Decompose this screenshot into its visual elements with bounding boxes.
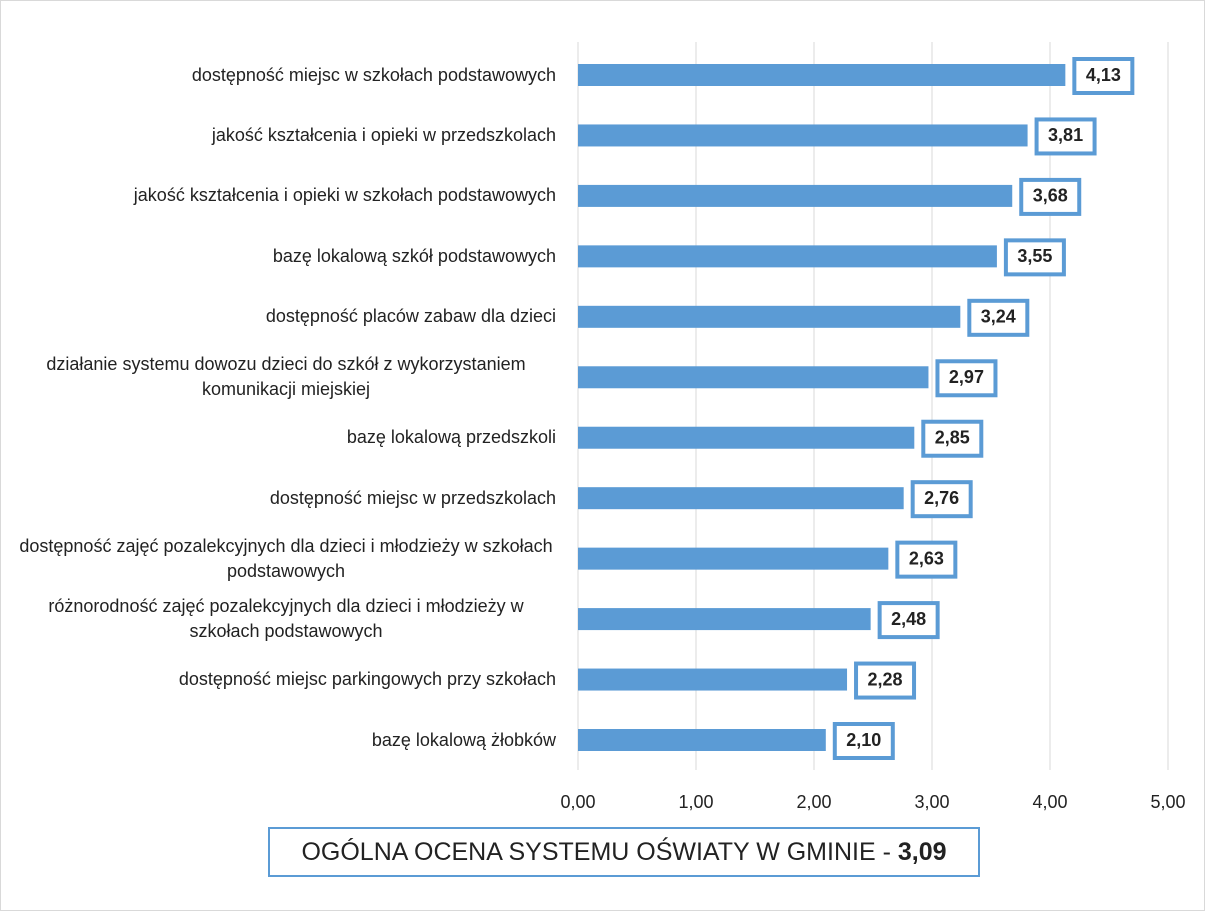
category-label: bazę lokalową przedszkoli	[16, 425, 556, 450]
value-label: 2,48	[891, 609, 926, 629]
bar	[578, 608, 871, 631]
x-tick-label: 5,00	[1150, 792, 1185, 812]
overall-rating: OGÓLNA OCENA SYSTEMU OŚWIATY W GMINIE - …	[268, 827, 980, 877]
bar	[578, 668, 848, 691]
value-label-box	[910, 480, 973, 519]
x-tick-label: 0,00	[560, 792, 595, 812]
value-label-box	[832, 722, 895, 760]
category-text: bazę lokalową żłobków	[371, 729, 556, 750]
value-label-box	[967, 298, 1030, 337]
category-text: dostępność miejsc w szkołach podstawowyc…	[191, 64, 556, 85]
value-label-box	[877, 601, 940, 640]
value-label: 3,81	[1048, 125, 1083, 145]
category-text: działanie systemu dowozu dzieci do szkół…	[46, 354, 526, 400]
category-label: dostępność miejsc parkingowych przy szko…	[16, 667, 556, 692]
category-text: bazę lokalową przedszkoli	[346, 427, 556, 448]
category-text: różnorodność zajęć pozalekcyjnych dla dz…	[48, 596, 524, 642]
value-label: 2,85	[935, 427, 970, 447]
category-label: dostępność miejsc w przedszkolach	[16, 486, 556, 511]
category-label: różnorodność zajęć pozalekcyjnych dla dz…	[16, 594, 556, 644]
x-tick-label: 2,00	[796, 792, 831, 812]
value-label-box	[1003, 238, 1066, 277]
x-tick-label: 4,00	[1032, 792, 1067, 812]
bar	[578, 305, 961, 328]
bar	[578, 426, 915, 449]
value-label: 2,28	[868, 669, 903, 689]
value-label-box	[1072, 57, 1135, 95]
value-label-box	[935, 359, 998, 398]
category-label: dostępność miejsc w szkołach podstawowyc…	[16, 63, 556, 88]
value-label-box	[895, 540, 958, 579]
overall-text: OGÓLNA OCENA SYSTEMU OŚWIATY W GMINIE -	[301, 838, 898, 866]
bar	[578, 547, 889, 570]
value-label: 2,10	[846, 730, 881, 750]
value-label: 3,24	[981, 307, 1016, 327]
bar	[578, 729, 826, 751]
category-text: dostępność zajęć pozalekcyjnych dla dzie…	[19, 535, 553, 581]
value-label: 2,76	[924, 488, 959, 508]
bar	[578, 64, 1066, 86]
x-tick-label: 1,00	[678, 792, 713, 812]
bar	[578, 366, 929, 389]
bar	[578, 245, 997, 268]
value-label: 2,63	[909, 548, 944, 568]
category-label: dostępność zajęć pozalekcyjnych dla dzie…	[16, 534, 556, 584]
category-label: bazę lokalową żłobków	[16, 728, 556, 753]
value-label-box	[854, 661, 917, 700]
value-label-box	[921, 419, 984, 458]
category-label: jakość kształcenia i opieki w szkołach p…	[16, 183, 556, 208]
category-label: bazę lokalową szkół podstawowych	[16, 244, 556, 269]
bar	[578, 487, 904, 510]
bar	[578, 124, 1028, 147]
value-label-box	[1034, 117, 1097, 156]
category-text: dostępność placów zabaw dla dzieci	[265, 306, 556, 327]
category-label: działanie systemu dowozu dzieci do szkół…	[16, 352, 556, 402]
value-label-box	[1019, 177, 1082, 216]
bar	[578, 184, 1013, 207]
value-label: 4,13	[1086, 65, 1121, 85]
value-label: 3,68	[1033, 186, 1068, 206]
overall-value: 3,09	[897, 838, 947, 866]
category-text: dostępność miejsc w przedszkolach	[269, 487, 556, 508]
category-label: dostępność placów zabaw dla dzieci	[16, 304, 556, 329]
category-text: jakość kształcenia i opieki w przedszkol…	[211, 124, 556, 145]
x-tick-label: 3,00	[914, 792, 949, 812]
category-text: dostępność miejsc parkingowych przy szko…	[178, 669, 556, 690]
category-label: jakość kształcenia i opieki w przedszkol…	[16, 123, 556, 148]
category-text: jakość kształcenia i opieki w szkołach p…	[133, 185, 556, 206]
category-text: bazę lokalową szkół podstawowych	[272, 245, 556, 266]
value-label: 3,55	[1017, 246, 1052, 266]
value-label: 2,97	[949, 367, 984, 387]
